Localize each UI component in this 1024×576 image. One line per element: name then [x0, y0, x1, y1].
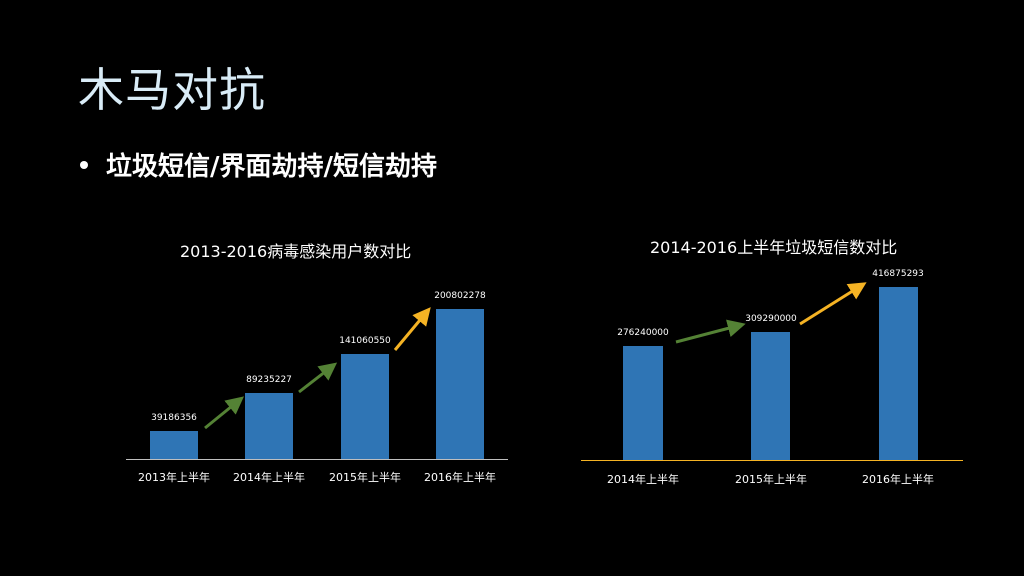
bar-2014	[623, 346, 663, 460]
x-axis-line	[581, 460, 963, 461]
bullet-dot-icon	[80, 160, 88, 169]
slide-title: 木马对抗	[78, 63, 266, 117]
x-tick-label: 2014年上半年	[233, 471, 305, 484]
value-label: 416875293	[872, 269, 924, 279]
value-label: 309290000	[745, 314, 797, 324]
x-tick-label: 2016年上半年	[424, 471, 496, 484]
bar-2016	[879, 287, 918, 460]
value-label: 276240000	[617, 328, 669, 338]
bar-2015	[341, 354, 389, 459]
x-tick-label: 2013年上半年	[138, 471, 210, 484]
bar-2014	[245, 393, 293, 459]
bar-2013	[150, 431, 198, 459]
value-label: 39186356	[151, 413, 197, 423]
value-label: 141060550	[339, 336, 391, 346]
x-tick-label: 2015年上半年	[329, 471, 401, 484]
bullet-text: 垃圾短信/界面劫持/短信劫持	[106, 152, 437, 182]
chart-title: 2013-2016病毒感染用户数对比	[180, 242, 412, 261]
x-axis-line	[126, 459, 508, 460]
bullet-point: 垃圾短信/界面劫持/短信劫持	[80, 146, 437, 183]
value-label: 89235227	[246, 375, 292, 385]
chart-title: 2014-2016上半年垃圾短信数对比	[650, 238, 898, 257]
trend-arrow-icon	[204, 282, 867, 430]
x-tick-label: 2016年上半年	[862, 473, 934, 486]
bar-2015	[751, 332, 790, 460]
value-label: 200802278	[434, 291, 486, 301]
bar-2016	[436, 309, 484, 459]
x-tick-label: 2015年上半年	[735, 473, 807, 486]
x-tick-label: 2014年上半年	[607, 473, 679, 486]
